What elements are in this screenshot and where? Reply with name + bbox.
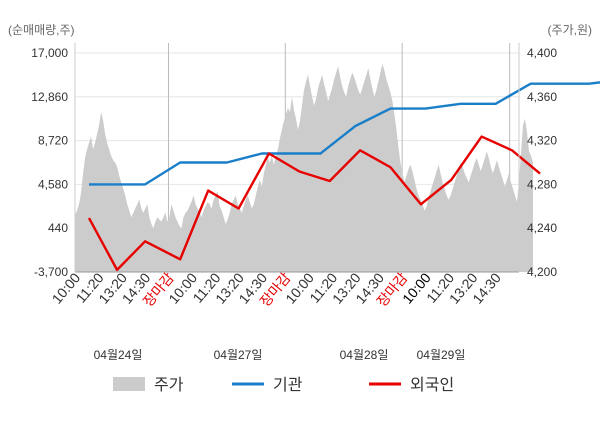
institution-line — [89, 81, 600, 186]
right-tick-label: 4,400 — [527, 46, 557, 60]
left-tick-label: 440 — [48, 221, 68, 235]
legend-label: 기관 — [273, 376, 303, 394]
left-tick-label: 8,720 — [38, 134, 68, 148]
x-axis: 10:0011:2013:2014:30장마감10:0011:2013:2014… — [49, 269, 505, 309]
date-label: 04월27일 — [214, 348, 263, 362]
series-lines — [87, 81, 600, 272]
foreigner-line — [87, 135, 541, 272]
right-tick-label: 4,200 — [527, 265, 557, 279]
right-tick-label: 4,280 — [527, 177, 557, 191]
left-axis-unit: (순매매량,주) — [8, 23, 75, 37]
left-tick-label: 12,860 — [31, 90, 68, 104]
right-tick-label: 4,320 — [527, 134, 557, 148]
left-tick-label: 17,000 — [31, 46, 68, 60]
plot-frame — [74, 43, 520, 273]
legend-label: 주가 — [154, 376, 184, 394]
right-tick-label: 4,360 — [527, 90, 557, 104]
legend-swatch-price — [113, 377, 145, 391]
left-tick-label: -3,700 — [34, 265, 68, 279]
date-label: 04월29일 — [417, 348, 466, 362]
legend: 주가 기관 외국인 — [113, 376, 454, 394]
date-label: 04월28일 — [340, 348, 389, 362]
price-area — [75, 63, 534, 273]
right-tick-label: 4,240 — [527, 221, 557, 235]
date-labels: 04월24일 04월27일 04월28일 04월29일 — [94, 348, 466, 362]
left-axis: (순매매량,주) 17,000 12,860 8,720 4,580 440 -3,700 — [8, 23, 75, 279]
legend-label: 외국인 — [410, 376, 454, 394]
left-tick-label: 4,580 — [38, 177, 68, 191]
price-area-series — [75, 63, 534, 273]
right-axis: (주가,원) 4,400 4,360 4,320 4,280 4,240 4,200 — [527, 23, 592, 279]
right-axis-unit: (주가,원) — [548, 23, 592, 37]
date-label: 04월24일 — [94, 348, 143, 362]
